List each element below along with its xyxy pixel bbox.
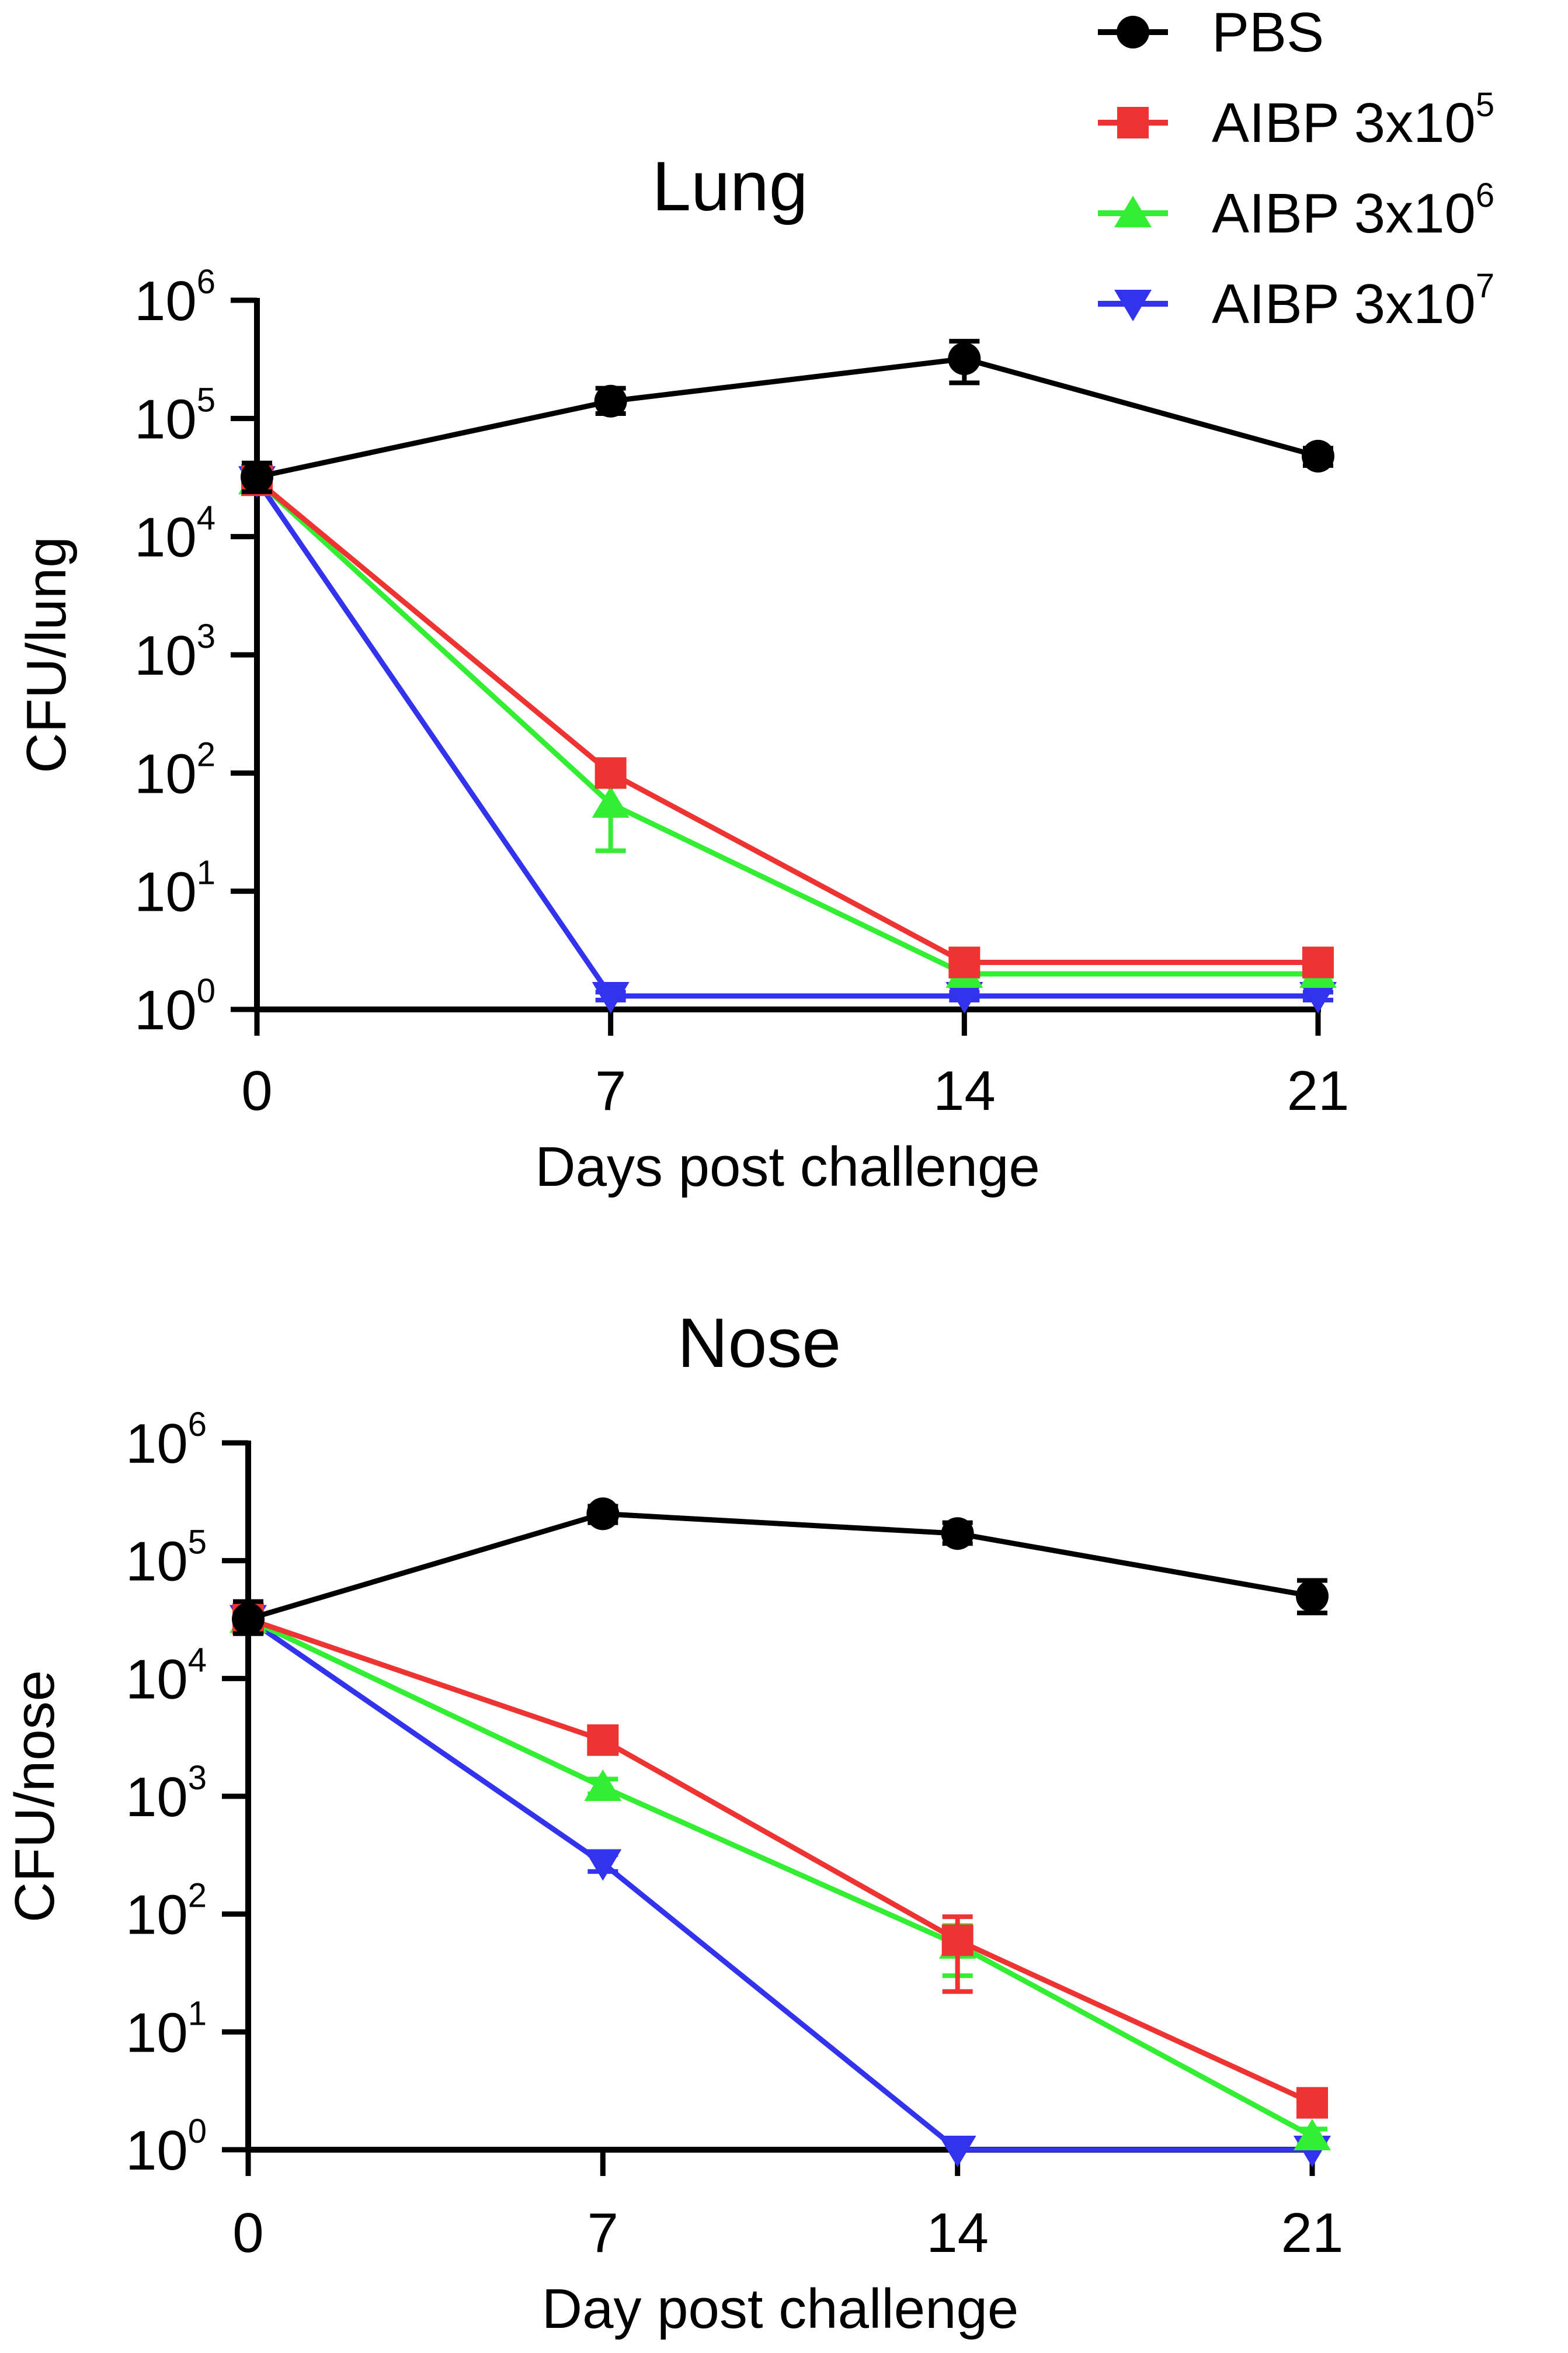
series bbox=[241, 464, 1334, 978]
series bbox=[238, 466, 1337, 1014]
y-tick-label: 103 bbox=[126, 1759, 207, 1828]
y-tick-label: 100 bbox=[134, 972, 215, 1042]
series bbox=[238, 463, 1337, 988]
chart-title: Nose bbox=[677, 1304, 841, 1382]
series-line bbox=[247, 1616, 1313, 2105]
data-point bbox=[241, 460, 273, 494]
y-tick-label: 103 bbox=[134, 617, 215, 687]
legend-marker bbox=[1117, 16, 1149, 48]
data-point bbox=[1302, 946, 1334, 978]
y-tick-label: 101 bbox=[126, 1994, 207, 2064]
chart-title: Lung bbox=[652, 147, 808, 225]
series-line bbox=[247, 1511, 1313, 1622]
data-point bbox=[584, 1769, 622, 1802]
x-tick-label: 0 bbox=[232, 2202, 263, 2264]
legend-label: AIBP 3x106 bbox=[1212, 176, 1494, 245]
data-point bbox=[948, 342, 981, 376]
x-tick-label: 0 bbox=[241, 1060, 272, 1122]
x-tick-label: 14 bbox=[933, 1060, 996, 1122]
legend-label: AIBP 3x105 bbox=[1212, 86, 1494, 154]
data-point bbox=[945, 981, 983, 1014]
legend-marker bbox=[1114, 196, 1152, 227]
data-point bbox=[941, 1517, 974, 1550]
y-tick-label: 100 bbox=[126, 2112, 207, 2182]
data-point bbox=[1296, 2087, 1328, 2119]
x-tick-label: 7 bbox=[587, 2202, 618, 2264]
x-axis-label: Day post challenge bbox=[542, 2278, 1019, 2340]
data-point bbox=[592, 981, 630, 1014]
data-point bbox=[584, 1849, 622, 1881]
legend-entry: PBS bbox=[1098, 1, 1324, 64]
data-point bbox=[594, 384, 627, 418]
y-tick-label: 101 bbox=[134, 854, 215, 924]
data-point bbox=[594, 757, 627, 789]
series bbox=[230, 1601, 1331, 2151]
x-tick-label: 14 bbox=[926, 2202, 989, 2264]
legend-entry: AIBP 3x107 bbox=[1098, 267, 1494, 335]
series-line bbox=[246, 1616, 1312, 2153]
series-line bbox=[247, 1616, 1314, 2139]
lung-chart: Lung 100 101 102 103 104 105 106 0 7 14 21 Days post… bbox=[15, 147, 1349, 1198]
x-tick-label: 7 bbox=[595, 1060, 626, 1122]
data-point bbox=[941, 1924, 974, 1956]
series bbox=[241, 339, 1334, 494]
legend-label: PBS bbox=[1212, 1, 1324, 64]
y-tick-label: 102 bbox=[126, 1877, 207, 1946]
data-point bbox=[1299, 981, 1337, 1014]
y-axis-label: CFU/nose bbox=[4, 1670, 66, 1922]
x-tick-label: 21 bbox=[1287, 1060, 1350, 1122]
y-tick-label: 104 bbox=[126, 1641, 207, 1710]
data-point bbox=[938, 2136, 976, 2167]
legend-marker bbox=[1114, 290, 1152, 321]
series-line bbox=[255, 478, 1318, 977]
data-point bbox=[948, 946, 981, 978]
data-point bbox=[1296, 1580, 1329, 1613]
y-axis-label: CFU/lung bbox=[15, 536, 78, 773]
series-line bbox=[255, 478, 1318, 999]
x-tick-label: 21 bbox=[1281, 2202, 1344, 2264]
y-tick-label: 102 bbox=[134, 735, 215, 805]
legend-entry: AIBP 3x106 bbox=[1098, 176, 1494, 245]
data-point bbox=[587, 1724, 619, 1756]
legend-entry: AIBP 3x105 bbox=[1098, 86, 1494, 154]
y-tick-label: 106 bbox=[134, 263, 215, 332]
y-tick-label: 105 bbox=[126, 1523, 207, 1593]
series-line bbox=[256, 356, 1319, 480]
nose-chart: Nose 100 101 102 103 104 105 106 0 7 14 21 Day post … bbox=[4, 1304, 1343, 2340]
series bbox=[232, 1497, 1329, 1636]
legend: PBS AIBP 3x105 AIBP 3x106 AIBP 3x107 bbox=[1098, 1, 1494, 335]
data-point bbox=[592, 786, 630, 818]
data-point bbox=[1302, 439, 1334, 473]
series-line bbox=[255, 478, 1318, 965]
series bbox=[232, 1603, 1328, 2119]
legend-label: AIBP 3x107 bbox=[1212, 267, 1494, 335]
y-tick-label: 105 bbox=[134, 381, 215, 450]
y-tick-label: 106 bbox=[126, 1405, 207, 1475]
data-point bbox=[232, 1602, 265, 1636]
y-tick-label: 104 bbox=[134, 499, 215, 569]
data-point bbox=[586, 1497, 620, 1531]
x-axis-label: Days post challenge bbox=[535, 1136, 1040, 1198]
data-point bbox=[1294, 2119, 1331, 2151]
legend-marker bbox=[1117, 107, 1149, 138]
